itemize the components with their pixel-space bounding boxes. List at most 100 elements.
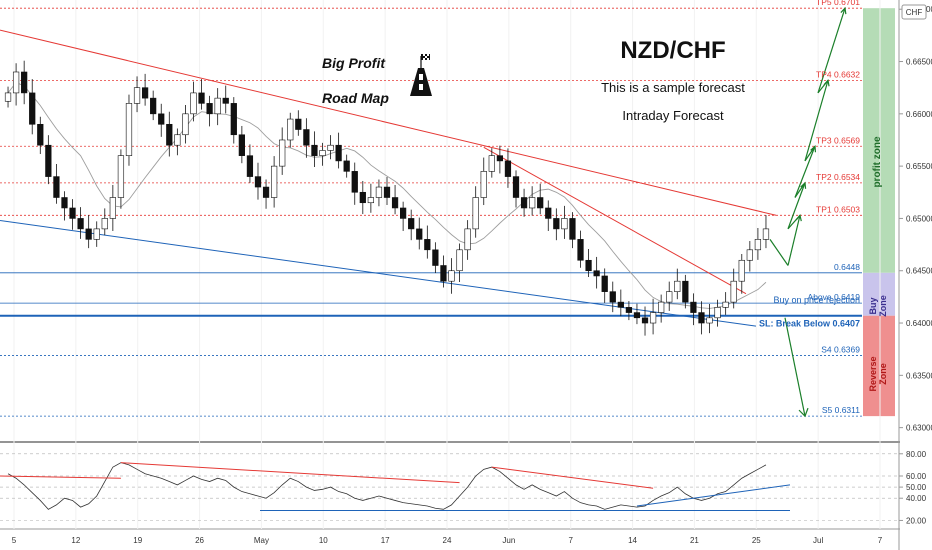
candle-body	[4, 92, 12, 102]
candle-body	[109, 197, 116, 219]
candle-body	[504, 160, 512, 177]
level-label: S5 0.6311	[822, 405, 860, 415]
time-tick-label: May	[254, 536, 269, 545]
short-trendline	[483, 146, 747, 295]
candle-body	[125, 103, 133, 156]
time-tick-label: 5	[12, 536, 17, 545]
candle-body	[762, 228, 770, 240]
time-tick-label: 25	[752, 536, 761, 545]
rsi-tick-label: 50.00	[906, 483, 927, 492]
time-tick-label: 7	[878, 536, 883, 545]
candle-body	[279, 139, 286, 167]
candle-body	[408, 218, 415, 230]
candle-body	[150, 97, 157, 115]
candle-body	[254, 176, 262, 188]
rsi-layer	[0, 453, 899, 521]
time-tick-label: 26	[195, 536, 204, 545]
candle-body	[754, 239, 762, 251]
candle-body	[287, 118, 294, 141]
subtitle-sample: This is a sample forecast	[601, 80, 745, 95]
candle-body	[375, 186, 383, 198]
time-tick-label: Jul	[813, 536, 823, 545]
reverse-zone-label-1: Reverse	[868, 356, 878, 391]
candle-body	[295, 118, 302, 130]
candle-body	[569, 218, 576, 240]
candle-body	[738, 259, 745, 282]
candle-body	[262, 186, 270, 198]
candle-body	[593, 270, 600, 277]
candle-body	[432, 249, 439, 266]
grid-layer	[13, 0, 881, 529]
rsi-trend-1	[0, 475, 121, 479]
candle-body	[190, 92, 197, 115]
candle-body	[480, 171, 487, 198]
rsi-support-trend	[636, 484, 791, 507]
upper-trendline	[0, 29, 777, 216]
forecast-pullback	[804, 145, 816, 162]
price-tick-label: 0.66500	[906, 58, 932, 67]
rsi-trend-2	[120, 462, 460, 484]
candle-body	[61, 197, 68, 209]
level-label: TP1 0.6503	[816, 204, 860, 214]
candle-body	[537, 197, 544, 209]
labels-layer: TP5 0.6701 TP4 0.6632 TP3 0.6569 TP2 0.6534…	[759, 0, 860, 415]
candle-body	[722, 301, 729, 308]
candle-body	[133, 87, 141, 104]
candle-body	[730, 280, 737, 303]
candle-body	[93, 228, 100, 240]
forecast-pullback	[817, 79, 829, 94]
currency-badge[interactable]	[901, 4, 927, 20]
candle-body	[746, 249, 753, 261]
candle-body	[311, 144, 318, 156]
candle-body	[416, 228, 423, 240]
buy-zone	[863, 272, 895, 316]
candle-body	[488, 155, 495, 172]
candle-body	[53, 176, 60, 198]
candle-body	[529, 197, 536, 209]
candle-body	[391, 197, 399, 209]
subtitle-intraday: Intraday Forecast	[622, 108, 724, 123]
candle-body	[214, 97, 221, 115]
time-tick-label: 24	[443, 536, 452, 545]
candle-body	[12, 71, 20, 94]
candle-body	[166, 123, 173, 146]
candle-body	[496, 155, 504, 162]
level-label: TP4 0.6632	[816, 69, 860, 79]
candle-body	[117, 155, 125, 198]
candle-body	[625, 307, 633, 313]
candle-body	[141, 87, 149, 99]
candle-body	[553, 218, 560, 230]
level-label: 0.6448	[834, 262, 860, 272]
reverse-zone-label-2: Zone	[878, 363, 888, 385]
candle-body	[246, 155, 254, 177]
reverse-zone	[863, 315, 895, 417]
moving-average-line	[7, 81, 767, 309]
time-tick-label: 19	[133, 536, 142, 545]
buy-zone-label-2: Zone	[878, 295, 888, 317]
forecast-arrows-layer	[769, 6, 847, 418]
candle-body	[658, 301, 665, 313]
road-map-icon	[410, 54, 432, 96]
zones-layer	[863, 8, 895, 417]
forecast-up-arrow	[787, 215, 801, 266]
candle-body	[270, 165, 278, 198]
level-label: Above 0.6419	[808, 292, 861, 302]
forecast-pullback	[794, 182, 806, 198]
candle-body	[21, 71, 28, 94]
candle-body	[512, 176, 520, 198]
candle-body	[440, 265, 447, 282]
profit-zone	[863, 8, 895, 273]
candle-body	[609, 291, 616, 303]
candle-body	[706, 317, 713, 324]
symbol-title: NZD/CHF	[620, 37, 725, 64]
candle-body	[230, 103, 237, 136]
candles-layer	[4, 60, 770, 336]
candle-body	[182, 113, 189, 136]
level-label: TP3 0.6569	[816, 135, 860, 145]
time-tick-label: 17	[381, 536, 390, 545]
